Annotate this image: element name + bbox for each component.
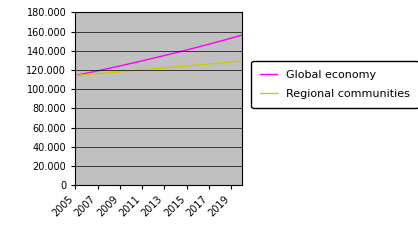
Regional communities xyxy=(195,63,200,66)
Regional communities xyxy=(117,70,122,73)
Global economy xyxy=(218,40,223,43)
Regional communities xyxy=(84,73,89,76)
Regional communities xyxy=(218,62,223,64)
Global economy xyxy=(240,34,245,37)
Regional communities xyxy=(73,74,78,77)
Global economy xyxy=(95,69,100,72)
Regional communities xyxy=(140,68,145,71)
Global economy xyxy=(84,72,89,75)
Global economy xyxy=(206,43,212,46)
Global economy xyxy=(140,59,145,62)
Global economy xyxy=(162,54,167,57)
Line: Regional communities: Regional communities xyxy=(75,61,242,76)
Global economy xyxy=(151,57,156,60)
Global economy xyxy=(117,64,122,67)
Legend: Global economy, Regional communities: Global economy, Regional communities xyxy=(251,61,418,108)
Regional communities xyxy=(229,61,234,63)
Regional communities xyxy=(184,64,189,67)
Regional communities xyxy=(240,60,245,62)
Line: Global economy: Global economy xyxy=(75,35,242,76)
Global economy xyxy=(173,51,178,54)
Regional communities xyxy=(128,69,133,72)
Regional communities xyxy=(173,65,178,68)
Regional communities xyxy=(206,62,212,65)
Global economy xyxy=(128,62,133,65)
Global economy xyxy=(184,48,189,51)
Global economy xyxy=(73,74,78,77)
Regional communities xyxy=(162,66,167,69)
Global economy xyxy=(106,67,111,70)
Global economy xyxy=(229,37,234,40)
Regional communities xyxy=(95,72,100,75)
Regional communities xyxy=(106,71,111,74)
Regional communities xyxy=(151,67,156,70)
Global economy xyxy=(195,46,200,49)
